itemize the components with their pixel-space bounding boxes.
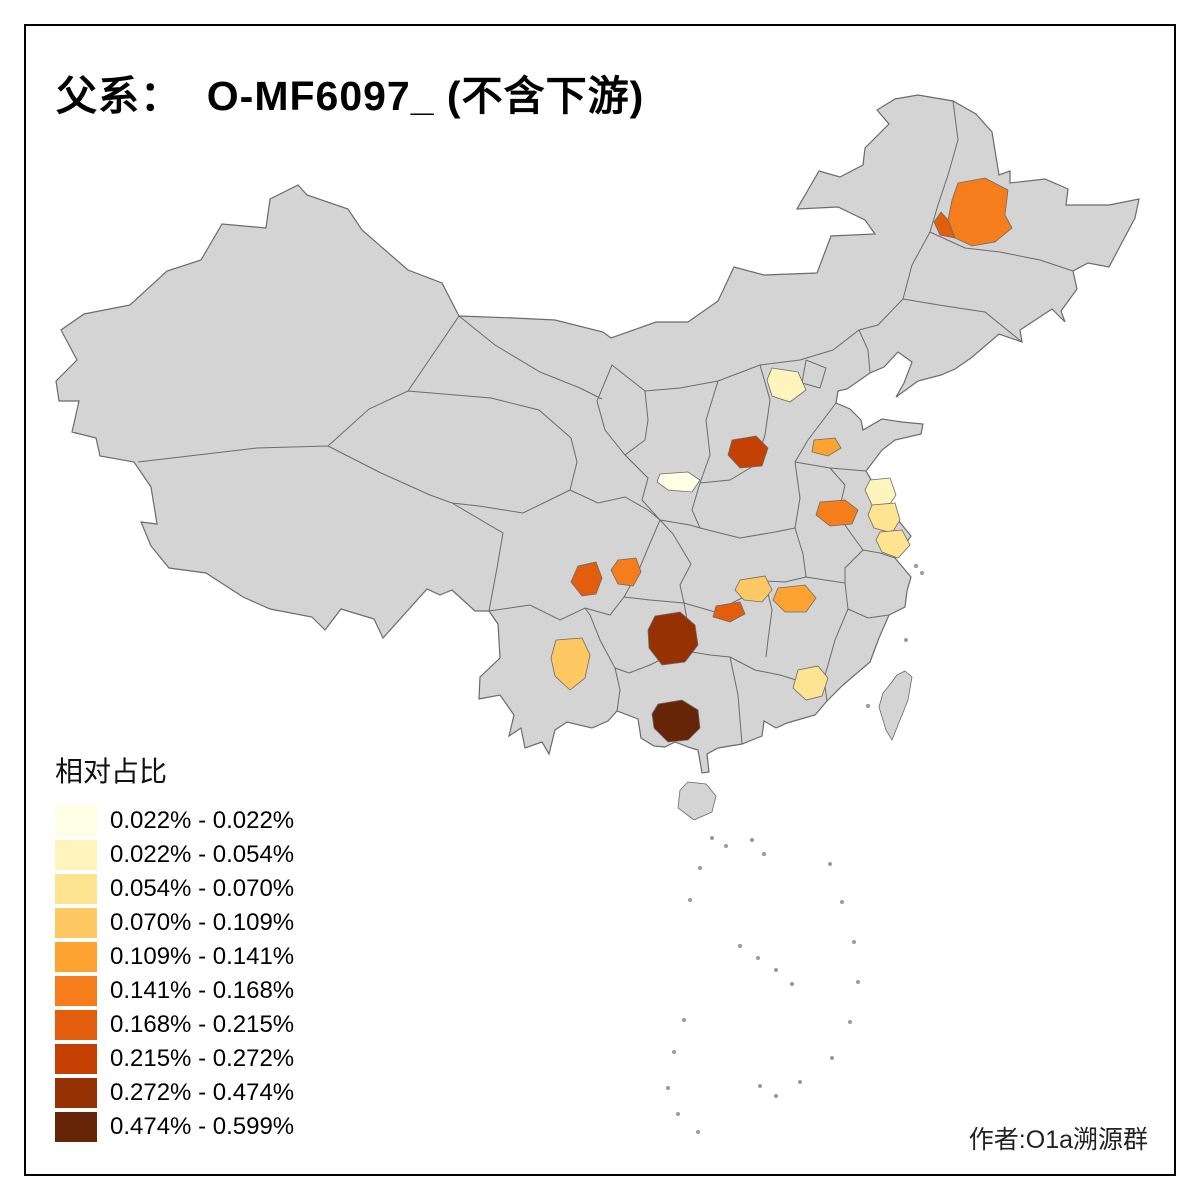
highlighted-region xyxy=(647,611,699,666)
legend-item: 0.022% - 0.054% xyxy=(55,838,294,872)
legend-item: 0.474% - 0.599% xyxy=(55,1110,294,1144)
legend-label: 0.022% - 0.054% xyxy=(110,841,295,868)
highlighted-region xyxy=(550,637,591,691)
outer-frame xyxy=(24,24,1176,1176)
legend-swatch xyxy=(55,1010,97,1040)
legend-label: 0.215% - 0.272% xyxy=(110,1045,295,1072)
highlighted-region xyxy=(792,665,829,701)
legend-item: 0.109% - 0.141% xyxy=(55,940,294,974)
legend-item: 0.022% - 0.022% xyxy=(55,804,294,838)
legend-item: 0.168% - 0.215% xyxy=(55,1008,294,1042)
legend-label: 0.070% - 0.109% xyxy=(110,909,295,936)
highlighted-region xyxy=(734,575,773,603)
legend-label: 0.054% - 0.070% xyxy=(110,875,295,902)
highlighted-region xyxy=(815,499,859,527)
legend-title: 相对占比 xyxy=(55,756,168,787)
legend-item: 0.054% - 0.070% xyxy=(55,872,294,906)
highlighted-region xyxy=(570,561,603,597)
highlighted-region xyxy=(947,177,1013,247)
highlighted-region xyxy=(651,699,701,743)
legend-swatch xyxy=(55,806,97,836)
legend-item: 0.141% - 0.168% xyxy=(55,974,294,1008)
legend-label: 0.474% - 0.599% xyxy=(110,1113,295,1140)
highlighted-region xyxy=(875,529,911,559)
legend-swatch xyxy=(55,874,97,904)
legend-swatch xyxy=(55,840,97,870)
credit-text: 作者:O1a溯源群 xyxy=(968,1126,1148,1154)
taiwan-island xyxy=(878,670,913,741)
legend-item: 0.215% - 0.272% xyxy=(55,1042,294,1076)
legend-swatch xyxy=(55,976,97,1006)
legend-swatch xyxy=(55,1078,97,1108)
mainland-outline xyxy=(55,94,1140,774)
legend-label: 0.168% - 0.215% xyxy=(110,1011,295,1038)
legend-item: 0.070% - 0.109% xyxy=(55,906,294,940)
legend-label: 0.272% - 0.474% xyxy=(110,1079,295,1106)
page-title: 父系： O-MF6097_ (不含下游) xyxy=(56,73,645,119)
legend-swatch xyxy=(55,908,97,938)
sea-island-dots xyxy=(666,564,924,1134)
highlighted-region xyxy=(610,557,642,587)
highlighted-region xyxy=(811,437,842,457)
highlighted-region xyxy=(712,601,746,623)
highlighted-region xyxy=(727,435,769,469)
highlighted-region xyxy=(766,367,807,403)
legend-swatch xyxy=(55,942,97,972)
legend-item: 0.272% - 0.474% xyxy=(55,1076,294,1110)
legend: 相对占比 0.022% - 0.022% 0.022% - 0.054% 0.054… xyxy=(55,750,294,1144)
highlighted-region xyxy=(656,471,701,493)
legend-items: 0.022% - 0.022% 0.022% - 0.054% 0.054% - 0… xyxy=(55,804,294,1144)
legend-label: 0.141% - 0.168% xyxy=(110,977,295,1004)
legend-swatch xyxy=(55,1044,97,1074)
highlighted-region xyxy=(772,584,817,613)
hainan-island xyxy=(677,781,717,821)
legend-label: 0.022% - 0.022% xyxy=(110,807,295,834)
legend-label: 0.109% - 0.141% xyxy=(110,943,295,970)
legend-swatch xyxy=(55,1112,97,1142)
highlighted-region xyxy=(933,211,956,239)
